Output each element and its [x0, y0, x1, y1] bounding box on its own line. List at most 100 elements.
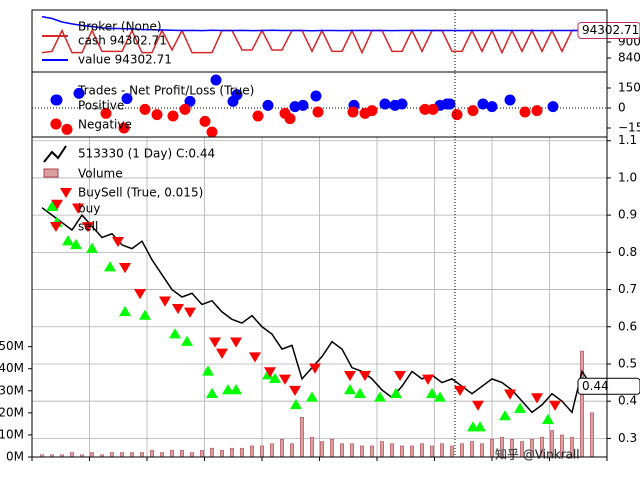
buy-marker [169, 328, 181, 339]
sell-marker [82, 222, 94, 233]
legend-label: Positive [78, 99, 124, 113]
buy-marker [104, 261, 116, 272]
legend-title: Broker (None) [78, 20, 162, 34]
trade-point [444, 98, 456, 110]
y-tick-label: 1.1 [618, 133, 637, 147]
sell-marker [134, 289, 146, 300]
sell-marker [249, 352, 261, 363]
trade-point [262, 99, 274, 111]
volume-bar [270, 443, 274, 458]
volume-bar [320, 441, 324, 458]
trade-point [310, 90, 322, 102]
sell-marker [472, 400, 484, 411]
y-tick-label: 0.6 [618, 319, 637, 333]
trade-point [284, 113, 296, 125]
legend-label: sell [78, 220, 98, 234]
buy-marker [306, 391, 318, 402]
sell-marker [209, 337, 221, 348]
volume-bar [310, 436, 314, 458]
volume-bar [210, 447, 214, 458]
volume-bar [260, 445, 264, 458]
volume-bar [380, 441, 384, 458]
buy-marker [499, 410, 511, 421]
volume-bar [420, 443, 424, 458]
volume-bar [400, 445, 404, 458]
legend-label: Negative [78, 118, 132, 132]
volume-bar [330, 439, 334, 458]
trade-point [467, 105, 479, 117]
data-line [41, 28, 592, 55]
sell-marker [422, 374, 434, 385]
sell-marker [119, 263, 131, 274]
buy-marker [202, 365, 214, 376]
trade-point [231, 89, 243, 101]
volume-bar [410, 445, 414, 458]
volume-bar [150, 450, 154, 458]
volume-bar [220, 450, 224, 458]
legend-label: value 94302.71 [78, 53, 172, 67]
volume-bar [470, 441, 474, 458]
volume-bar [70, 452, 74, 458]
y2-tick-label: 20M [0, 405, 24, 419]
trade-point [547, 101, 559, 113]
y-tick-label: 1.0 [618, 170, 637, 184]
y-tick-label: 0 [618, 101, 626, 115]
sell-marker [172, 303, 184, 315]
trade-point [179, 103, 191, 115]
legend-icon [50, 94, 62, 106]
sell-marker [230, 337, 242, 348]
trade-point [121, 93, 133, 105]
sell-marker [309, 363, 321, 374]
trade-point [486, 101, 498, 113]
trade-point [347, 106, 359, 118]
trade-point [396, 98, 408, 110]
trade-point [419, 103, 431, 115]
buy-marker [119, 305, 131, 317]
sell-marker [279, 374, 291, 385]
buy-marker [139, 309, 151, 320]
volume-bar [590, 412, 594, 458]
value-tag-label: 0.44 [582, 379, 609, 393]
trade-point [210, 74, 222, 86]
volume-bar [230, 447, 234, 458]
sell-marker [51, 199, 63, 210]
volume-bar [350, 443, 354, 458]
y2-tick-label: 0M [6, 450, 24, 464]
buy-marker [390, 387, 402, 398]
buy-marker [426, 387, 438, 398]
trade-point [151, 109, 163, 121]
trade-point [199, 115, 211, 127]
sell-marker [184, 307, 196, 318]
value-tag [577, 22, 640, 40]
trade-point [184, 95, 196, 107]
volume-bar [160, 452, 164, 458]
volume-bar [340, 443, 344, 458]
sell-marker [112, 236, 124, 248]
buy-marker [181, 335, 193, 346]
buy-marker [86, 242, 98, 253]
volume-bar [240, 447, 244, 458]
trade-point [118, 122, 130, 134]
volume-bar [390, 443, 394, 458]
sell-marker [454, 385, 466, 397]
sell-marker [549, 400, 561, 411]
data-line [41, 207, 593, 414]
trade-point [100, 107, 112, 119]
buy-marker [542, 413, 554, 424]
sell-marker [344, 370, 356, 382]
buy-marker [222, 384, 234, 395]
sell-marker [531, 393, 543, 404]
legend-title: BuySell (True, 0.015) [78, 186, 203, 200]
trade-point [366, 105, 378, 117]
legend-icon [46, 201, 58, 211]
y2-tick-label: 10M [0, 427, 24, 441]
trade-point [61, 123, 73, 135]
volume-bar [580, 350, 584, 458]
buy-marker [269, 372, 281, 384]
y-tick-label: 0.9 [618, 208, 637, 222]
volume-bar [290, 443, 294, 458]
volume-bar [440, 443, 444, 458]
sell-marker [289, 385, 301, 397]
